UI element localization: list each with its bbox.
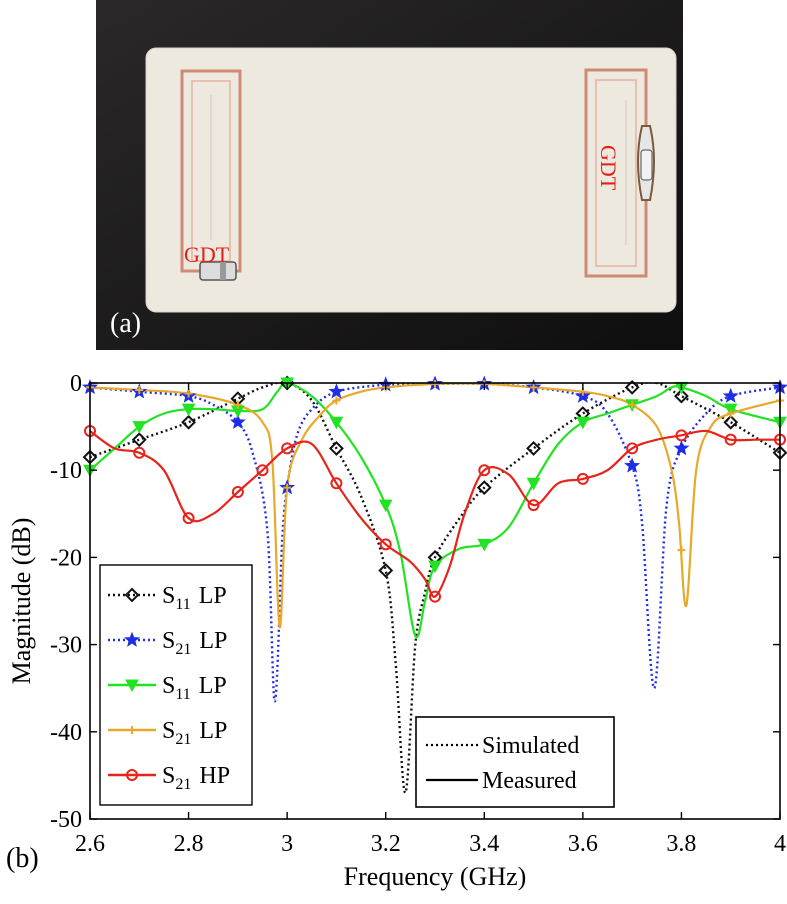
series-2-marker-5 xyxy=(329,416,344,430)
x-tick-label-6: 3.8 xyxy=(666,831,696,857)
series-0-marker-8 xyxy=(476,480,492,496)
board-photo-svg: GDT GDT (a) xyxy=(96,0,683,350)
series-1-marker-13 xyxy=(722,387,739,403)
style-legend-label-0: Simulated xyxy=(482,733,579,759)
x-tick-label-7: 4 xyxy=(774,831,786,857)
series-3-marker-2 xyxy=(184,389,193,398)
series-3-marker-4 xyxy=(283,483,292,492)
series-3-marker-9 xyxy=(529,383,538,392)
left-gdt-component xyxy=(199,261,237,281)
x-tick-label-1: 2.8 xyxy=(174,831,204,857)
series-line-0 xyxy=(90,383,780,795)
right-antenna-inner xyxy=(595,79,637,267)
board-photo: GDT GDT (a) xyxy=(96,0,683,350)
series-2-marker-1 xyxy=(132,421,147,434)
series-4-marker-1 xyxy=(133,446,146,459)
series-0-marker-9 xyxy=(526,440,541,456)
series-0-marker-1 xyxy=(131,432,147,448)
chart: 2.6 2.8 3 3.2 3.4 3.6 3.8 4 0 -10 -20 -30 -40 -50 Mag… xyxy=(0,360,787,904)
left-gdt-band xyxy=(220,262,226,280)
y-tick-label-4: -40 xyxy=(50,720,82,746)
series-0-marker-11 xyxy=(624,379,640,395)
series-4-marker-6 xyxy=(330,477,343,490)
series-3-marker-12 xyxy=(677,546,686,555)
series-2-marker-9 xyxy=(526,477,541,491)
style-legend: Simulated Measured xyxy=(415,716,615,808)
series-3-marker-1 xyxy=(135,385,144,394)
y-tick-label-5: -50 xyxy=(50,807,82,833)
series-3-marker-3 xyxy=(233,400,242,409)
series-4-marker-9 xyxy=(478,464,491,477)
series-1-marker-12 xyxy=(673,439,690,456)
series-line-2 xyxy=(90,383,780,639)
series-2-marker-8 xyxy=(477,538,492,552)
series-1-marker-5 xyxy=(328,383,345,399)
y-axis-label: Magnitude (dB) xyxy=(7,518,36,685)
series-4-marker-3 xyxy=(231,486,244,498)
axes-box xyxy=(89,382,781,820)
x-tick-label-2: 3 xyxy=(281,831,293,857)
series-4-marker-12 xyxy=(626,442,639,455)
right-gdt-label: GDT xyxy=(596,145,621,191)
series-2-marker-2 xyxy=(181,403,196,417)
x-axis-label: Frequency (GHz) xyxy=(344,862,527,891)
series-2-marker-10 xyxy=(576,416,590,430)
legend-marker-3 xyxy=(128,726,136,734)
left-gdt-label: GDT xyxy=(184,242,230,267)
series-0-marker-5 xyxy=(329,440,344,456)
series-3-marker-11 xyxy=(628,400,637,409)
series-4-marker-4 xyxy=(256,464,269,477)
series-0-marker-12 xyxy=(674,388,689,404)
style-legend-box xyxy=(415,716,615,808)
x-tick-label-5: 3.6 xyxy=(568,831,598,857)
right-gdt-body xyxy=(640,149,653,181)
series-4-marker-8 xyxy=(429,590,441,603)
pcb-board xyxy=(145,47,677,313)
x-tick-label-4: 3.4 xyxy=(469,831,499,857)
series-4-marker-7 xyxy=(379,538,392,551)
series-1-marker-3 xyxy=(229,413,246,430)
series-0-marker-2 xyxy=(181,414,196,430)
series-0-marker-6 xyxy=(378,563,394,578)
series-4-marker-2 xyxy=(182,512,195,525)
legend-marker-1 xyxy=(123,631,141,647)
series-4-marker-14 xyxy=(724,433,737,446)
left-antenna-inner xyxy=(191,80,231,262)
series-4-marker-10 xyxy=(527,499,540,512)
series-3-marker-13 xyxy=(726,409,735,418)
y-tick-label-1: -10 xyxy=(50,458,82,484)
tick-layer: 2.6 2.8 3 3.2 3.4 3.6 3.8 4 0 -10 -20 -30 -40 -50 xyxy=(50,371,786,857)
series-3-marker-5 xyxy=(332,396,341,405)
legend-marker-2 xyxy=(125,679,139,693)
legend-marker-4 xyxy=(126,769,138,781)
y-tick-label-2: -20 xyxy=(50,545,82,571)
y-tick-label-3: -30 xyxy=(50,633,82,659)
series-2-marker-7 xyxy=(428,560,442,574)
series-1-marker-11 xyxy=(624,457,641,473)
panel-a-label: (a) xyxy=(110,308,141,339)
legend-marker-0 xyxy=(124,587,140,603)
series-line-4 xyxy=(90,429,780,598)
series-4-marker-5 xyxy=(281,442,294,455)
series-4-marker-13 xyxy=(675,429,688,442)
series-4-marker-11 xyxy=(576,472,589,485)
series-2-marker-6 xyxy=(378,499,393,513)
x-tick-label-3: 3.2 xyxy=(371,831,401,857)
panel-b-label: (b) xyxy=(6,843,39,874)
series-3-marker-7 xyxy=(431,379,439,388)
series-0-marker-13 xyxy=(723,414,739,430)
x-tick-label-0: 2.6 xyxy=(75,831,105,857)
style-legend-label-1: Measured xyxy=(482,768,577,794)
y-tick-label-0: 0 xyxy=(70,371,82,397)
